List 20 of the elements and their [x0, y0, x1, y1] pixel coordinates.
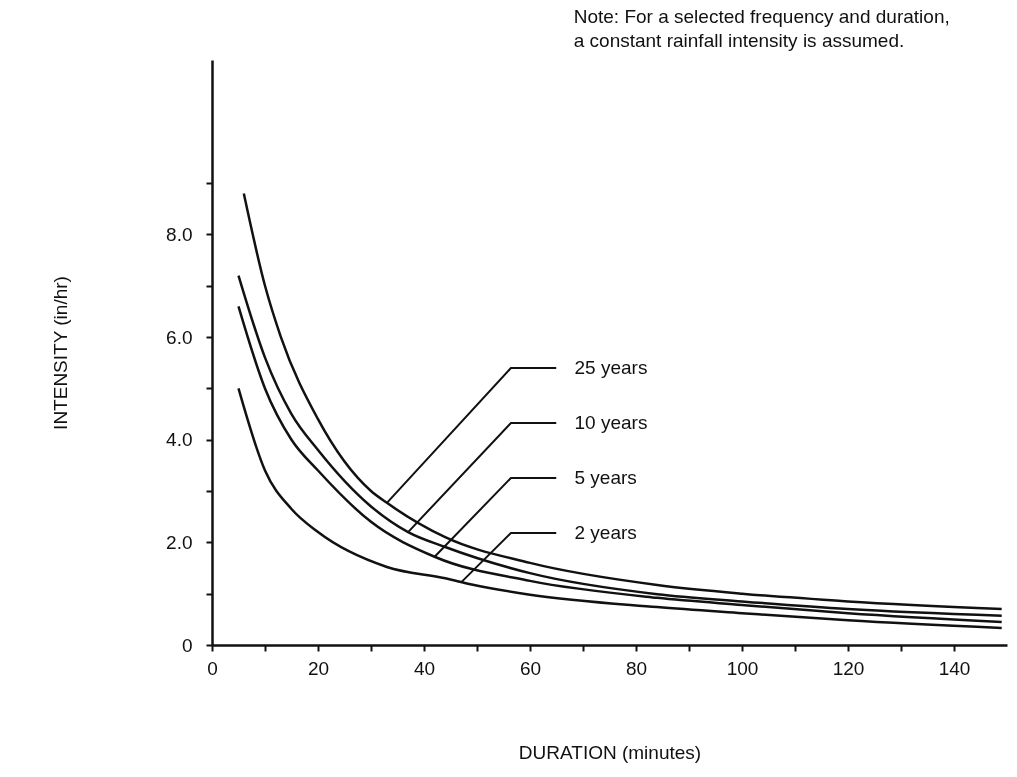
y-tick-label: 6.0 [166, 326, 193, 348]
x-tick-label: 80 [625, 657, 648, 679]
annotation: 2 years [574, 521, 637, 543]
x-tick-label: 0 [207, 657, 218, 679]
x-tick-label: 120 [832, 657, 865, 679]
x-tick-label: 40 [413, 657, 436, 679]
x-tick-label: 140 [938, 657, 971, 679]
y-tick-label: 8.0 [166, 223, 193, 245]
annotation: 5 years [574, 466, 637, 488]
x-axis-title: DURATION (minutes) [518, 741, 702, 763]
x-tick-label: 60 [519, 657, 542, 679]
y-tick-label: 4.0 [166, 429, 193, 451]
annotation: 25 years [574, 357, 648, 378]
x-tick-label: 100 [726, 657, 759, 679]
annotation: 10 years [574, 411, 648, 433]
text: Note: For a selected frequency and duration, a constant rainfall intensity is assumed. [573, 6, 950, 51]
y-tick-label: 0 [181, 634, 193, 656]
y-axis-title: INTENSITY (in/hr) [50, 276, 72, 430]
x-tick-label: 20 [307, 657, 330, 679]
y-tick-label: 2.0 [166, 531, 193, 553]
